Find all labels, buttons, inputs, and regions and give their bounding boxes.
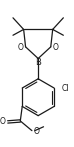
Text: O: O: [34, 127, 40, 136]
Text: Cl: Cl: [62, 85, 69, 93]
Text: B: B: [35, 58, 41, 67]
Text: O: O: [18, 43, 24, 52]
Text: O: O: [0, 117, 6, 126]
Text: O: O: [53, 43, 59, 52]
